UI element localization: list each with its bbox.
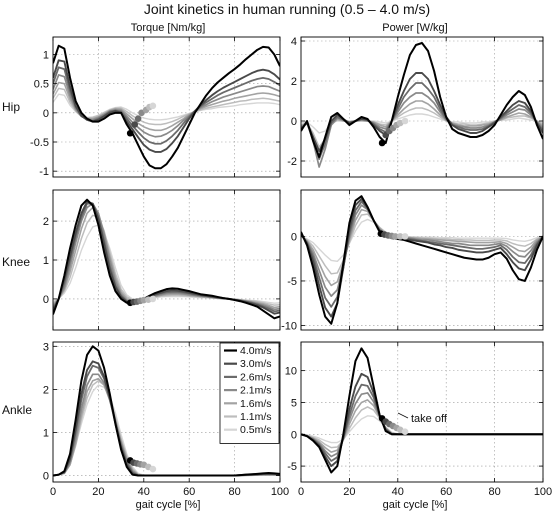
axes-frame bbox=[300, 189, 544, 331]
takeoff-marker bbox=[401, 117, 409, 125]
xlabel-left: gait cycle [%] bbox=[136, 499, 201, 511]
legend-entry: 1.6m/s bbox=[240, 398, 272, 410]
y-tick-label: 0 bbox=[291, 231, 297, 243]
y-tick-label: 0 bbox=[43, 108, 49, 120]
series-line-4_0m-s bbox=[53, 198, 280, 320]
y-tick-label: -2 bbox=[287, 156, 297, 168]
series-line-4_0m-s bbox=[301, 347, 543, 474]
row-label-knee: Knee bbox=[2, 255, 30, 269]
axes-frame bbox=[300, 341, 544, 483]
y-tick-label: 1 bbox=[43, 427, 49, 439]
y-tick-label: 1 bbox=[43, 255, 49, 267]
series-line-4_0m-s bbox=[53, 345, 280, 477]
takeoff-marker bbox=[149, 102, 157, 110]
legend-entry: 2.1m/s bbox=[240, 385, 272, 397]
x-tick-label: 80 bbox=[228, 486, 240, 498]
axes-frame bbox=[300, 36, 544, 178]
takeoff-marker bbox=[134, 115, 142, 122]
takeoff-marker bbox=[401, 233, 409, 240]
series-line-4_0m-s bbox=[53, 44, 280, 170]
x-tick-label: 60 bbox=[440, 486, 452, 498]
series-line-1_6m-s bbox=[301, 100, 543, 158]
panel-ankle-torque: 0 20 40 60 80 100 0 1 2 3 bbox=[43, 341, 289, 498]
xlabel-right: gait cycle [%] bbox=[383, 499, 448, 511]
y-tick-label: 0 bbox=[291, 429, 297, 441]
takeoff-marker bbox=[378, 139, 386, 147]
takeoff-marker bbox=[126, 129, 134, 137]
takeoff-marker bbox=[149, 465, 157, 473]
panel-knee-torque: 0 1 2 bbox=[43, 189, 281, 331]
figure-title: Joint kinetics in human running (0.5 – 4… bbox=[144, 1, 430, 17]
y-tick-label: 0 bbox=[43, 471, 49, 483]
x-tick-label: 100 bbox=[534, 486, 552, 498]
y-tick-label: 0.5 bbox=[34, 79, 49, 91]
x-tick-label: 0 bbox=[298, 486, 304, 498]
y-tick-label: -1 bbox=[39, 166, 49, 178]
takeoff-marker bbox=[149, 295, 157, 303]
series-line-1_6m-s bbox=[53, 81, 280, 132]
y-tick-label: 0 bbox=[43, 294, 49, 306]
series-line-2_1m-s bbox=[53, 202, 280, 311]
x-tick-label: 20 bbox=[343, 486, 355, 498]
legend-entry: 0.5m/s bbox=[240, 424, 272, 436]
y-tick-label: 1 bbox=[43, 50, 49, 62]
row-label-hip: Hip bbox=[2, 100, 20, 114]
takeoff-marker bbox=[131, 121, 139, 128]
takeoff-marker bbox=[396, 233, 404, 240]
y-tick-label: 3 bbox=[43, 341, 49, 353]
x-tick-label: 40 bbox=[392, 486, 404, 498]
column-title-power: Power [W/kg] bbox=[382, 22, 447, 34]
y-tick-label: 2 bbox=[291, 76, 297, 88]
y-tick-label: 0 bbox=[291, 116, 297, 128]
legend-entry: 4.0m/s bbox=[240, 345, 272, 357]
panel-hip-torque: -1 -0.5 0 0.5 1 bbox=[30, 36, 281, 178]
row-label-ankle: Ankle bbox=[2, 403, 32, 417]
series-line-1_6m-s bbox=[301, 208, 543, 287]
x-tick-label: 100 bbox=[271, 486, 289, 498]
legend-entry: 2.6m/s bbox=[240, 371, 272, 383]
column-title-torque: Torque [Nm/kg] bbox=[131, 22, 206, 34]
y-tick-label: 2 bbox=[43, 216, 49, 228]
panel-knee-power: -10 -5 0 bbox=[281, 189, 544, 333]
x-tick-label: 0 bbox=[50, 486, 56, 498]
series-line-3_0m-s bbox=[53, 59, 280, 153]
y-tick-label: 4 bbox=[291, 36, 297, 48]
series-line-1_1m-s bbox=[53, 87, 280, 126]
series-line-0_5m-s bbox=[301, 218, 543, 263]
y-tick-label: -10 bbox=[281, 321, 297, 333]
axes-frame bbox=[52, 341, 281, 483]
axes-frame bbox=[52, 36, 281, 178]
legend: 4.0m/s3.0m/s2.6m/s 2.1m/s1.6m/s1.1m/s0.5m… bbox=[219, 342, 280, 444]
y-tick-label: 10 bbox=[285, 366, 297, 378]
y-tick-label: -5 bbox=[287, 461, 297, 473]
series-line-4_0m-s bbox=[301, 42, 543, 158]
legend-entry: 1.1m/s bbox=[240, 411, 272, 423]
y-tick-label: -0.5 bbox=[30, 137, 49, 149]
y-tick-label: -5 bbox=[287, 276, 297, 288]
legend-entry: 3.0m/s bbox=[240, 358, 272, 370]
series-line-4_0m-s bbox=[301, 195, 543, 325]
series-line-2_6m-s bbox=[53, 66, 280, 145]
y-tick-label: 2 bbox=[43, 384, 49, 396]
series-line-2_1m-s bbox=[53, 74, 280, 138]
x-tick-label: 80 bbox=[488, 486, 500, 498]
takeoff-label: take off bbox=[411, 413, 448, 425]
x-tick-label: 60 bbox=[183, 486, 195, 498]
x-tick-label: 20 bbox=[92, 486, 104, 498]
takeoff-annotation: take off bbox=[397, 412, 448, 425]
y-tick-label: 5 bbox=[291, 397, 297, 409]
x-tick-label: 40 bbox=[138, 486, 150, 498]
panel-hip-power: -2 0 2 4 bbox=[287, 36, 544, 178]
takeoff-marker bbox=[401, 428, 409, 436]
series-line-0_5m-s bbox=[53, 93, 280, 121]
panel-ankle-power: 0 20 40 60 80 100 -5 0 5 10 bbox=[285, 341, 552, 498]
series-line-1_6m-s bbox=[301, 399, 543, 453]
takeoff-leader-line bbox=[397, 412, 409, 419]
takeoff-marker bbox=[392, 233, 399, 240]
legend-box bbox=[219, 342, 280, 444]
